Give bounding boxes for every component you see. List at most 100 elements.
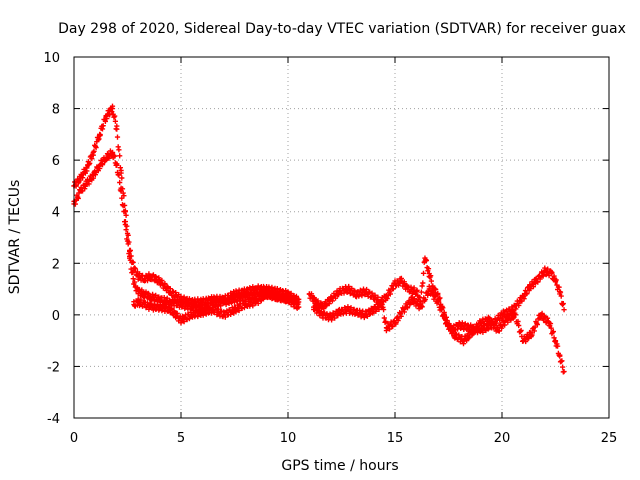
data-point [118, 188, 124, 194]
data-point [167, 299, 173, 305]
data-point [231, 307, 238, 313]
data-point [142, 276, 148, 282]
data-point [336, 289, 342, 295]
data-point [77, 188, 84, 194]
data-point [345, 286, 351, 292]
data-point [409, 296, 415, 302]
data-point [413, 289, 419, 295]
data-point [114, 126, 120, 132]
series-track-5 [311, 283, 567, 375]
data-point [392, 281, 398, 287]
data-point [131, 281, 137, 287]
data-point [319, 312, 325, 318]
data-point [319, 304, 325, 310]
y-tick-label: 0 [52, 309, 60, 324]
data-point [328, 296, 334, 302]
data-point [148, 304, 154, 310]
plot-frame [73, 56, 610, 419]
data-point [142, 301, 148, 308]
data-point [264, 291, 270, 297]
data-point [548, 271, 554, 277]
data-point [353, 309, 360, 315]
data-point [264, 286, 270, 292]
data-point [90, 149, 96, 156]
y-tick-label: 10 [43, 51, 60, 66]
data-point [328, 314, 334, 321]
data-point [512, 312, 518, 318]
data-point [306, 291, 312, 297]
data-point [131, 301, 137, 308]
series-track-3 [131, 289, 302, 326]
data-point [135, 289, 141, 295]
data-point [499, 312, 505, 318]
data-point [189, 312, 195, 318]
data-point [148, 294, 154, 300]
data-point [103, 154, 109, 161]
data-point [296, 304, 302, 310]
data-point [422, 255, 428, 261]
data-point [533, 278, 539, 284]
data-point [362, 289, 368, 295]
data-point [546, 319, 552, 326]
data-point [84, 165, 90, 171]
data-point [542, 268, 548, 274]
data-point [77, 175, 84, 181]
data-point [167, 307, 173, 313]
data-point [221, 299, 227, 305]
data-point [383, 325, 390, 331]
data-point [210, 307, 216, 313]
data-point [405, 286, 411, 292]
data-point [189, 304, 195, 310]
x-tick-label: 25 [601, 431, 618, 446]
data-point [362, 312, 368, 318]
data-point [122, 222, 128, 228]
data-point [456, 322, 462, 328]
data-point [84, 180, 90, 186]
y-tick-label: -2 [47, 360, 60, 375]
data-point [371, 294, 377, 300]
data-point [537, 312, 544, 318]
axis-ticks: 0 5 10 15 20 25 -4 -2 0 2 4 6 8 10 [43, 51, 617, 446]
data-point [178, 301, 184, 308]
data-point [529, 330, 535, 336]
data-point [114, 162, 120, 168]
x-tick-label: 0 [70, 431, 78, 446]
data-point [557, 289, 563, 295]
chart-title: Day 298 of 2020, Sidereal Day-to-day VTE… [58, 21, 626, 37]
data-point [452, 332, 458, 339]
data-point [242, 301, 248, 308]
data-point [460, 338, 467, 344]
data-point [311, 304, 317, 310]
data-point [443, 319, 449, 326]
data-point [371, 307, 377, 313]
y-tick-label: 4 [52, 206, 60, 221]
data-point [199, 309, 205, 315]
data-point [167, 289, 173, 295]
data-point [426, 286, 432, 292]
plus-markers [71, 148, 301, 316]
data-point [345, 307, 351, 313]
data-point [552, 278, 559, 284]
data-point [503, 317, 509, 323]
data-point [520, 294, 526, 300]
data-point [561, 307, 567, 313]
data-point [435, 299, 441, 305]
data-point [103, 113, 109, 119]
data-point [231, 296, 238, 302]
x-tick-label: 15 [387, 431, 404, 446]
data-point [242, 294, 248, 300]
data-point [97, 131, 103, 137]
data-point [400, 307, 407, 313]
data-point [148, 273, 154, 279]
data-point [379, 301, 385, 308]
y-tick-label: 2 [52, 257, 60, 272]
series-track-1 [71, 103, 302, 308]
data-point [157, 304, 163, 310]
data-marks [71, 103, 567, 375]
data-point [253, 286, 259, 292]
data-point [353, 291, 360, 297]
data-point [127, 255, 133, 261]
data-point [127, 247, 133, 253]
data-point [486, 317, 492, 323]
